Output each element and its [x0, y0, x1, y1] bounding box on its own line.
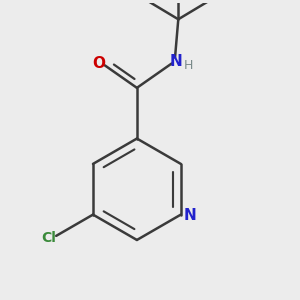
Text: N: N [184, 208, 196, 223]
Text: N: N [169, 54, 182, 69]
Text: O: O [92, 56, 105, 71]
Text: Cl: Cl [41, 230, 56, 244]
Text: H: H [184, 58, 194, 72]
